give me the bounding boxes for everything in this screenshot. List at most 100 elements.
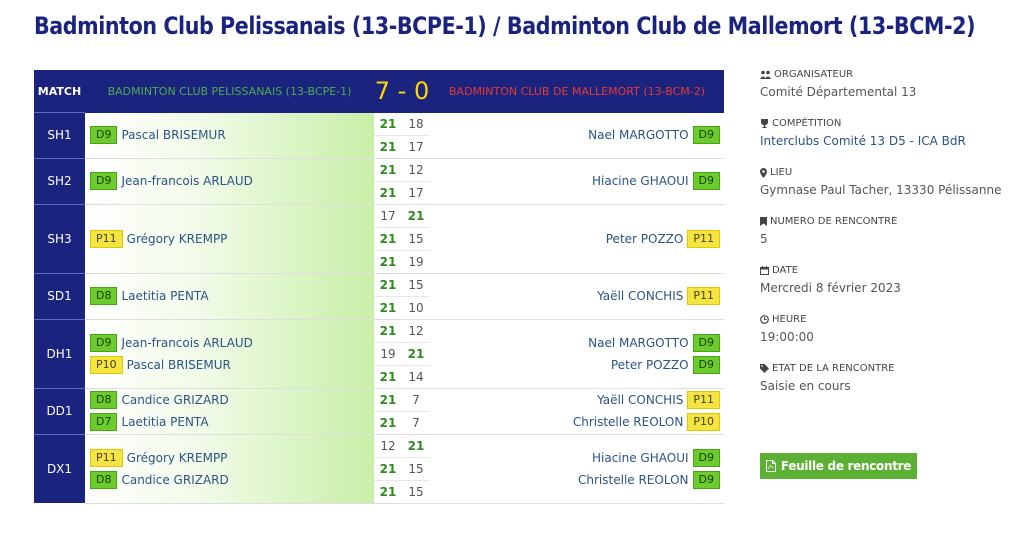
player: D9 Jean-francois ARLAUD bbox=[90, 170, 374, 192]
organisateur-value: Comité Départemental 13 bbox=[760, 85, 917, 99]
competition-link[interactable]: Interclubs Comité 13 D5 - ICA BdR bbox=[760, 134, 966, 148]
player-name[interactable]: Grégory KREMPP bbox=[126, 231, 228, 246]
player-name[interactable]: Nael MARGOTTO bbox=[588, 335, 689, 350]
player-name[interactable]: Christelle REOLON bbox=[572, 415, 684, 429]
player-name[interactable]: Candice GRIZARD bbox=[121, 393, 229, 407]
set-score-team1: 21 bbox=[379, 415, 397, 430]
set-score-team1: 21 bbox=[379, 139, 397, 154]
header-score: 7 - 0 bbox=[374, 70, 430, 113]
set-scores: 21 7 21 7 bbox=[374, 388, 430, 435]
rank-badge: D9 bbox=[692, 172, 720, 190]
set-line: 21 17 bbox=[374, 136, 430, 158]
player-name[interactable]: Yaëll CONCHIS bbox=[597, 289, 684, 303]
rank-badge: P11 bbox=[90, 229, 123, 248]
set-score-team1: 12 bbox=[380, 438, 396, 453]
score-team1: 7 bbox=[374, 77, 391, 106]
match-code: DH1 bbox=[34, 318, 85, 388]
player-name[interactable]: Jean-francois ARLAUD bbox=[121, 335, 253, 350]
set-score-team2: 19 bbox=[408, 254, 424, 269]
team1-players: P11 Grégory KREMPP bbox=[85, 204, 374, 274]
numero-value: 5 bbox=[760, 232, 768, 246]
set-score-team2: 21 bbox=[407, 208, 425, 223]
match-row: SH2 D9 Jean-francois ARLAUD 21 12 21 17 Hiacine… bbox=[34, 157, 724, 205]
team2-players: Hiacine GHAOUI D9 bbox=[430, 158, 724, 205]
set-score-team2: 18 bbox=[408, 116, 424, 131]
match-row: SH1 D9 Pascal BRISEMUR 21 18 21 17 Nael MARGOTT… bbox=[34, 112, 724, 159]
set-line: 21 15 bbox=[374, 458, 430, 481]
set-score-team1: 21 bbox=[379, 254, 397, 269]
rank-badge: D9 bbox=[692, 355, 720, 374]
player: Christelle REOLON D9 bbox=[430, 469, 720, 491]
player: D9 Pascal BRISEMUR bbox=[90, 124, 374, 146]
set-line: 21 12 bbox=[374, 320, 430, 343]
heure-label: HEURE bbox=[772, 314, 807, 325]
rank-badge: P10 bbox=[687, 413, 720, 431]
team2-players: Nael MARGOTTO D9 bbox=[430, 112, 724, 159]
rank-badge: P11 bbox=[687, 229, 720, 248]
lieu-block: LIEU Gymnase Paul Tacher, 13330 Pélissan… bbox=[760, 164, 1010, 199]
feuille-de-rencontre-label: Feuille de rencontre bbox=[780, 459, 912, 473]
heure-block: HEURE 19:00:00 bbox=[760, 311, 1010, 346]
header-team1[interactable]: BADMINTON CLUB PELISSANAIS (13-BCPE-1) bbox=[85, 70, 374, 113]
player-name[interactable]: Laetitia PENTA bbox=[121, 415, 209, 429]
player-name[interactable]: Peter POZZO bbox=[605, 231, 684, 246]
player-name[interactable]: Candice GRIZARD bbox=[121, 472, 229, 487]
organisateur-block: ORGANISATEUR Comité Départemental 13 bbox=[760, 66, 1010, 101]
date-block: DATE Mercredi 8 février 2023 bbox=[760, 262, 1010, 297]
date-label: DATE bbox=[772, 265, 799, 276]
feuille-de-rencontre-button[interactable]: Feuille de rencontre bbox=[760, 453, 917, 479]
set-line: 21 15 bbox=[374, 481, 430, 503]
player-name[interactable]: Grégory KREMPP bbox=[126, 450, 228, 465]
match-code: DX1 bbox=[34, 433, 85, 503]
player-name[interactable]: Yaëll CONCHIS bbox=[597, 393, 684, 407]
team1-players: D9 Jean-francois ARLAUD P10 Pascal BRISEMUR bbox=[85, 319, 374, 389]
player-name[interactable]: Jean-francois ARLAUD bbox=[121, 174, 253, 188]
rank-badge: D9 bbox=[90, 172, 118, 190]
header-team2[interactable]: BADMINTON CLUB DE MALLEMORT (13-BCM-2) bbox=[430, 70, 724, 113]
team2-players: Hiacine GHAOUI D9 Christelle REOLON D9 bbox=[430, 434, 724, 504]
player-name[interactable]: Christelle REOLON bbox=[578, 472, 689, 487]
set-score-team2: 7 bbox=[412, 392, 420, 407]
set-line: 21 17 bbox=[374, 182, 430, 204]
rank-badge: D9 bbox=[692, 448, 720, 467]
player-name[interactable]: Nael MARGOTTO bbox=[588, 128, 689, 142]
player: D8 Candice GRIZARD bbox=[90, 389, 374, 411]
set-line: 21 15 bbox=[374, 274, 430, 297]
heure-value: 19:00:00 bbox=[760, 330, 814, 344]
match-code: SH1 bbox=[34, 112, 85, 158]
set-line: 21 10 bbox=[374, 297, 430, 319]
rank-badge: D9 bbox=[692, 470, 720, 489]
set-score-team2: 12 bbox=[408, 323, 424, 338]
set-score-team2: 15 bbox=[408, 277, 424, 292]
set-score-team1: 21 bbox=[379, 277, 397, 292]
player-name[interactable]: Pascal BRISEMUR bbox=[126, 357, 231, 372]
set-line: 17 21 bbox=[374, 205, 430, 228]
team1-players: D8 Candice GRIZARD D7 Laetitia PENTA bbox=[85, 388, 374, 435]
player: D8 Candice GRIZARD bbox=[90, 469, 374, 491]
player: P11 Grégory KREMPP bbox=[90, 228, 374, 250]
set-scores: 21 12 21 17 bbox=[374, 158, 430, 205]
etat-block: ETAT DE LA RENCONTRE Saisie en cours bbox=[760, 360, 1010, 395]
player-name[interactable]: Laetitia PENTA bbox=[121, 289, 209, 303]
rank-badge: D9 bbox=[90, 333, 118, 352]
set-line: 21 15 bbox=[374, 228, 430, 251]
player-name[interactable]: Hiacine GHAOUI bbox=[591, 174, 689, 188]
team2-players: Yaëll CONCHIS P11 Christelle REOLON P10 bbox=[430, 388, 724, 435]
player-name[interactable]: Hiacine GHAOUI bbox=[591, 450, 689, 465]
match-code: SH3 bbox=[34, 203, 85, 273]
match-row: DD1 D8 Candice GRIZARD D7 Laetitia PENTA 21 7 2… bbox=[34, 387, 724, 435]
player-name[interactable]: Peter POZZO bbox=[610, 357, 689, 372]
set-score-team2: 10 bbox=[408, 300, 424, 315]
set-score-team2: 15 bbox=[408, 461, 424, 476]
player-name[interactable]: Pascal BRISEMUR bbox=[121, 128, 226, 142]
team1-players: P11 Grégory KREMPP D8 Candice GRIZARD bbox=[85, 434, 374, 504]
match-code: SH2 bbox=[34, 157, 85, 204]
player: Peter POZZO D9 bbox=[430, 354, 720, 376]
pdf-file-icon bbox=[765, 460, 776, 472]
team2-players: Yaëll CONCHIS P11 bbox=[430, 273, 724, 320]
set-line: 21 14 bbox=[374, 366, 430, 388]
set-score-team1: 21 bbox=[379, 231, 397, 246]
team2-players: Peter POZZO P11 bbox=[430, 204, 724, 274]
lieu-label: LIEU bbox=[770, 167, 793, 178]
rank-badge: D9 bbox=[90, 126, 118, 144]
